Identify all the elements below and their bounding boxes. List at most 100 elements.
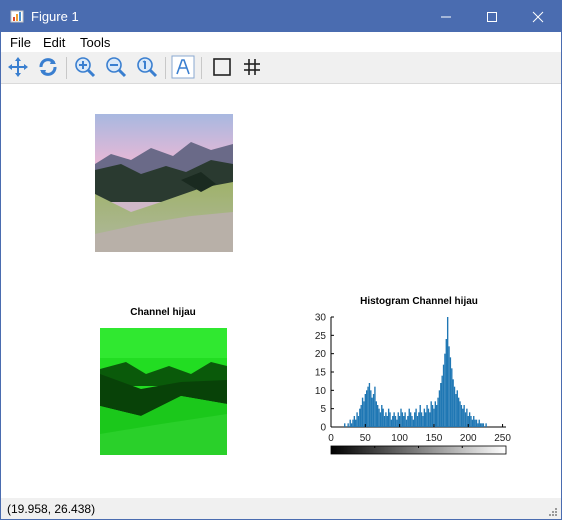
zoom-out-button[interactable] [104,55,128,79]
histogram-bar [453,386,456,427]
histogram-bar [386,416,388,427]
histogram-bar [357,416,360,427]
histogram-bar [433,408,435,427]
histogram-bar [481,423,483,427]
histogram-bar [389,412,391,427]
histogram-bar [347,423,349,427]
pan-button[interactable] [6,55,30,79]
histogram-bar [416,416,419,427]
histogram-bar [427,408,430,427]
close-button[interactable] [515,1,561,32]
histogram-bar [360,405,362,427]
resize-grip-icon[interactable] [547,506,557,516]
cursor-coordinates: (19.958, 26.438) [7,502,96,516]
histogram-bar [482,423,485,427]
histogram-bar [350,423,353,427]
histogram-bar [444,353,446,427]
histogram-bar [415,408,417,427]
zoom-in-button[interactable] [73,55,97,79]
histogram-bar [464,412,467,427]
histogram-bar [422,416,424,427]
histogram-bar [436,405,438,427]
histogram-bar [459,401,461,427]
maximize-button[interactable] [469,1,515,32]
histogram-bar [468,412,471,427]
histogram-bar [407,416,409,427]
figure-canvas[interactable]: Channel hijau Histogram Channel hijau 0 5… [1,84,561,498]
toolbar-separator [66,57,67,79]
histogram-bar [401,412,404,427]
histogram-bar [485,423,487,427]
zoom-reset-button[interactable] [135,55,159,79]
histogram-bar [478,419,480,427]
text-insert-button[interactable] [171,55,195,79]
toolbar-separator [201,57,202,79]
x-tick-label: 50 [360,433,372,444]
histogram-bar [405,419,408,427]
x-tick-label: 100 [391,433,408,444]
histogram-title: Histogram Channel hijau [360,296,478,307]
histogram-bar [381,405,383,427]
histogram-bar [366,390,368,427]
histogram-bar [397,412,399,427]
histogram-bar [387,408,390,427]
menu-tools[interactable]: Tools [80,35,111,50]
y-tick-label: 10 [315,386,327,397]
histogram-bar [475,419,478,427]
histogram-bar [368,383,371,427]
histogram-bar [371,397,373,427]
histogram-bar [473,416,475,427]
histogram-bar [374,386,376,427]
maximize-icon [487,11,497,22]
title-bar[interactable]: Figure 1 [1,1,561,32]
histogram-bar [379,412,382,427]
histogram-bar [344,423,346,427]
histogram-bar [378,408,380,427]
histogram-bar [390,419,393,427]
histogram-bar [467,416,469,427]
histogram-bar [367,386,369,427]
zoom-in-icon [75,57,96,78]
histogram-bar [429,412,431,427]
histogram-bar [352,419,354,427]
histogram-bar [457,397,460,427]
histogram-bar [420,412,423,427]
x-tick-label: 0 [328,433,334,444]
histogram-bar [400,408,402,427]
histogram-bar [441,375,443,427]
menu-edit[interactable]: Edit [43,35,66,50]
histogram-bar [434,401,436,427]
histogram-bar [411,416,413,427]
minimize-button[interactable] [423,1,469,32]
zoom-out-icon [106,57,127,78]
window-title: Figure 1 [31,9,79,24]
histogram-bar [382,408,384,427]
histogram-bar [440,383,442,427]
rotate-button[interactable] [36,55,60,79]
histogram-bar [456,390,458,427]
y-tick-label: 25 [315,331,327,342]
channel-image-title: Channel hijau [130,307,196,318]
histogram-bar [455,394,457,427]
box-toggle-button[interactable] [210,55,234,79]
histogram-bar [445,339,447,427]
histogram-bar [353,416,356,427]
menu-file[interactable]: File [10,35,31,50]
histogram-bar [364,394,366,427]
y-tick-label: 5 [320,404,326,415]
histogram-bar [414,412,416,427]
histogram-bar [438,390,441,427]
histogram-bar [355,419,357,427]
x-tick-label: 150 [426,433,443,444]
toolbar-separator [165,57,166,79]
y-tick-label: 0 [320,423,326,434]
grid-toggle-button[interactable] [240,55,264,79]
histogram-bar [462,408,464,427]
histogram-bar [423,408,426,427]
rotate-icon [39,58,57,76]
histogram-bar [376,405,379,427]
histogram-bar [437,397,439,427]
histogram-bar [383,416,386,427]
histogram-bar [460,405,463,427]
